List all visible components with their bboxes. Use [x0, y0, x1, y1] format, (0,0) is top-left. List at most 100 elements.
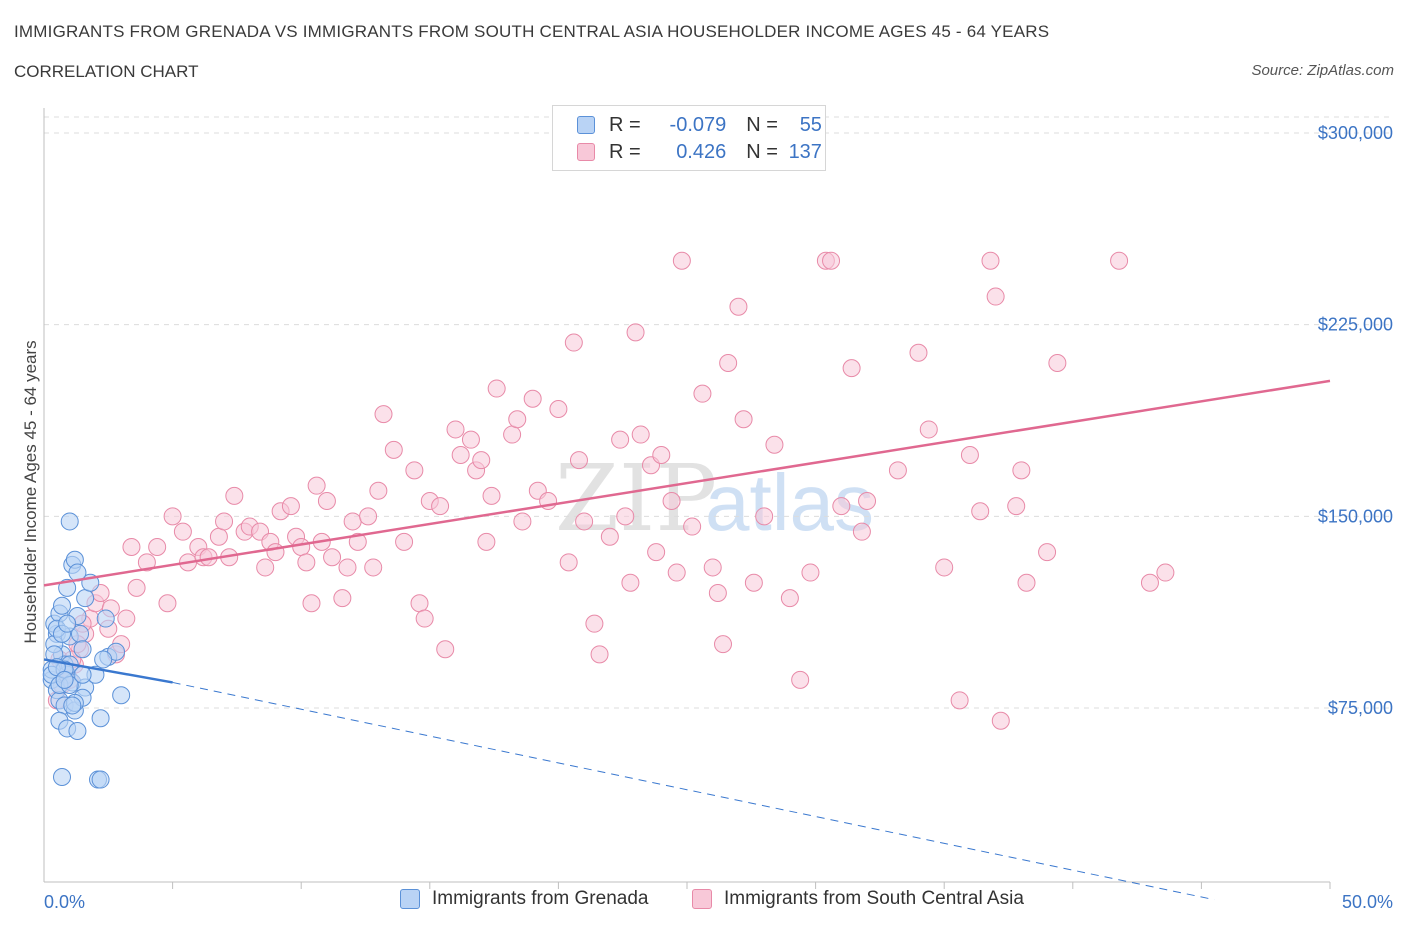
- y-tick-label: $150,000: [1318, 506, 1393, 526]
- series-south-central-asia: [47, 251, 1175, 730]
- data-point-south-central-asia: [667, 563, 686, 582]
- data-point-south-central-asia: [359, 507, 378, 526]
- data-point-south-central-asia: [616, 507, 635, 526]
- data-point-south-central-asia: [744, 573, 763, 592]
- data-point-south-central-asia: [647, 543, 666, 562]
- data-point-south-central-asia: [822, 251, 841, 270]
- legend-r-label: R =: [609, 140, 641, 163]
- data-point-south-central-asia: [307, 476, 326, 495]
- data-point-south-central-asia: [1007, 497, 1026, 516]
- data-point-south-central-asia: [513, 512, 532, 531]
- chart-subtitle: CORRELATION CHART: [14, 62, 199, 81]
- data-point-south-central-asia: [585, 614, 604, 633]
- data-point-south-central-asia: [559, 553, 578, 572]
- data-point-south-central-asia: [1017, 573, 1036, 592]
- data-point-south-central-asia: [302, 594, 321, 613]
- data-point-south-central-asia: [858, 492, 877, 510]
- data-point-south-central-asia: [708, 584, 727, 602]
- data-point-south-central-asia: [935, 558, 954, 577]
- data-point-south-central-asia: [611, 430, 630, 449]
- y-tick-label: $300,000: [1318, 123, 1393, 143]
- data-point-south-central-asia: [1110, 251, 1129, 270]
- data-point-south-central-asia: [209, 527, 228, 546]
- data-point-south-central-asia: [1048, 354, 1067, 372]
- legend-swatch-grenada: [400, 889, 420, 909]
- trend-lines: [43, 379, 1331, 901]
- data-point-south-central-asia: [909, 343, 928, 362]
- x-tick-labels: 0.0% 50.0%: [44, 892, 1393, 912]
- data-point-south-central-asia: [472, 451, 491, 470]
- data-point-south-central-asia: [672, 251, 691, 270]
- data-point-south-central-asia: [225, 486, 244, 505]
- data-point-south-central-asia: [374, 405, 393, 424]
- series-grenada: [42, 512, 131, 789]
- chart-title: IMMIGRANTS FROM GRENADA VS IMMIGRANTS FR…: [14, 22, 1050, 41]
- data-point-south-central-asia: [158, 594, 177, 613]
- data-point-south-central-asia: [338, 558, 357, 577]
- data-point-south-central-asia: [693, 384, 712, 403]
- data-point-south-central-asia: [960, 446, 979, 464]
- data-point-south-central-asia: [842, 359, 861, 378]
- legend-n-value: 55: [799, 113, 822, 136]
- data-point-south-central-asia: [719, 354, 738, 372]
- data-point-south-central-asia: [791, 670, 810, 689]
- legend-swatch-south-central-asia: [692, 889, 712, 909]
- y-tick-label: $75,000: [1328, 698, 1393, 718]
- data-point-south-central-asia: [127, 578, 146, 597]
- data-point-grenada: [112, 686, 131, 705]
- data-point-south-central-asia: [297, 553, 316, 572]
- legend-r-value: 0.426: [676, 140, 727, 163]
- data-point-south-central-asia: [163, 507, 182, 526]
- data-point-south-central-asia: [410, 594, 429, 613]
- data-point-south-central-asia: [482, 486, 501, 505]
- data-point-grenada: [55, 670, 74, 689]
- y-tick-label: $225,000: [1318, 315, 1393, 335]
- data-point-grenada: [58, 614, 77, 633]
- data-point-grenada: [73, 640, 92, 659]
- data-point-south-central-asia: [564, 333, 583, 352]
- data-point-south-central-asia: [780, 589, 799, 608]
- data-point-south-central-asia: [395, 532, 414, 551]
- stats-legend: R = -0.079 N = 55 R = 0.426 N = 137: [552, 105, 826, 171]
- data-point-south-central-asia: [292, 538, 311, 556]
- legend-r-label: R =: [609, 113, 641, 136]
- data-point-south-central-asia: [683, 517, 702, 536]
- data-point-south-central-asia: [549, 400, 568, 418]
- data-point-south-central-asia: [621, 573, 640, 592]
- legend-n-label: N =: [746, 113, 778, 136]
- trend-line-grenada-extension: [172, 681, 1215, 901]
- data-point-south-central-asia: [626, 323, 645, 342]
- legend-item-south-central-asia: Immigrants from South Central Asia: [692, 888, 1024, 910]
- data-point-south-central-asia: [461, 430, 480, 449]
- legend-swatch-south-central-asia: [577, 143, 595, 161]
- legend-swatch-grenada: [577, 116, 595, 134]
- data-point-south-central-asia: [971, 502, 990, 521]
- data-point-south-central-asia: [348, 532, 367, 551]
- data-point-grenada: [91, 709, 110, 728]
- data-point-south-central-asia: [487, 379, 506, 398]
- data-point-south-central-asia: [266, 543, 285, 562]
- data-point-south-central-asia: [986, 287, 1005, 306]
- axes: [43, 108, 1331, 889]
- data-point-south-central-asia: [950, 691, 969, 710]
- source-note: Source: ZipAtlas.com: [1251, 62, 1394, 79]
- data-point-south-central-asia: [888, 461, 907, 480]
- data-point-south-central-asia: [662, 492, 681, 510]
- data-point-south-central-asia: [503, 425, 522, 444]
- data-point-south-central-asia: [317, 492, 336, 510]
- data-point-south-central-asia: [852, 522, 871, 541]
- data-point-grenada: [91, 770, 110, 789]
- x-tick-label: 50.0%: [1342, 892, 1393, 912]
- data-point-south-central-asia: [117, 609, 136, 628]
- x-tick-label: 0.0%: [44, 892, 85, 912]
- data-point-grenada: [96, 609, 115, 628]
- data-point-south-central-asia: [1012, 461, 1031, 480]
- legend-n-label: N =: [746, 140, 778, 163]
- legend-item-grenada: Immigrants from Grenada: [400, 888, 648, 910]
- data-point-south-central-asia: [215, 512, 234, 531]
- legend-label-south-central-asia: Immigrants from South Central Asia: [724, 888, 1024, 909]
- data-point-grenada: [60, 512, 79, 531]
- data-point-south-central-asia: [1140, 573, 1159, 592]
- data-point-south-central-asia: [765, 435, 784, 454]
